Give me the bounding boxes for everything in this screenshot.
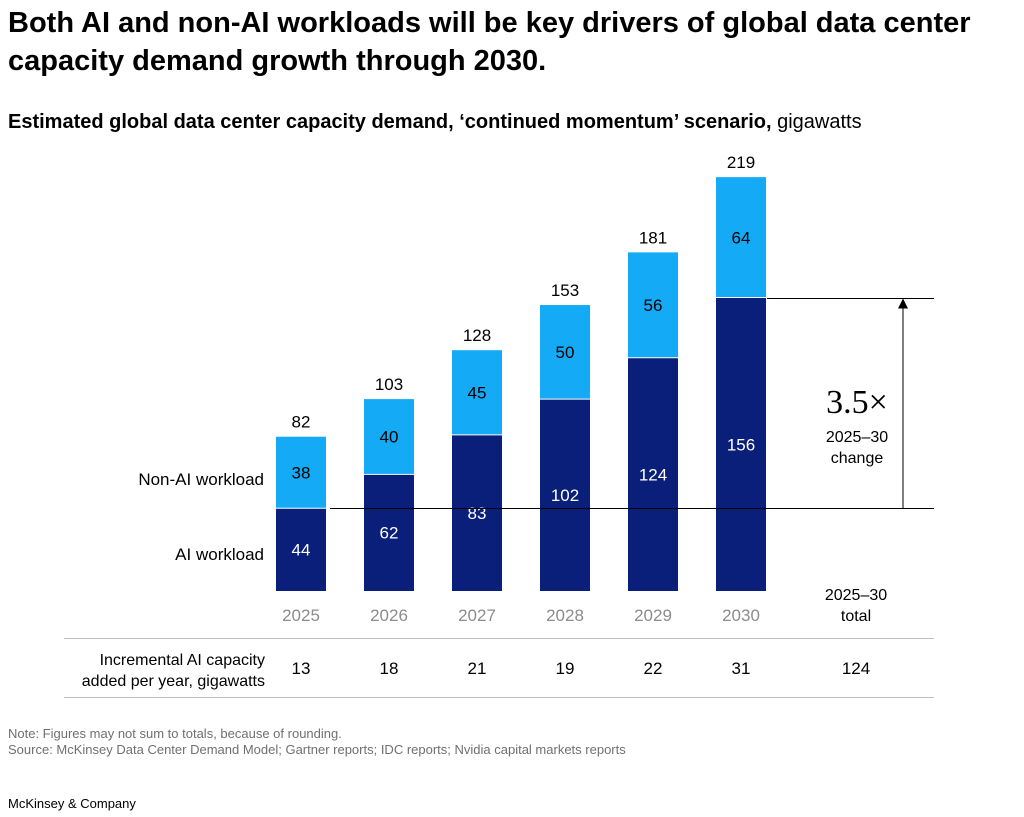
incremental-value-2029: 22 xyxy=(644,659,663,678)
legend-ai: AI workload xyxy=(175,545,264,564)
bar-non-ai-2030 xyxy=(716,177,766,298)
value-label-non-ai-2027: 45 xyxy=(468,384,487,403)
total-label-2026: 103 xyxy=(375,375,403,394)
bar-ai-2028 xyxy=(540,399,590,591)
x-tick-label-2028: 2028 xyxy=(546,606,584,625)
total-label-2027: 128 xyxy=(463,326,491,345)
x-tick-label-2029: 2029 xyxy=(634,606,672,625)
value-label-ai-2025: 44 xyxy=(292,541,311,560)
total-column-header-line1: 2025–30 xyxy=(825,587,887,604)
chart-title: Both AI and non-AI workloads will be key… xyxy=(8,7,971,77)
legend-non-ai: Non-AI workload xyxy=(138,470,264,489)
value-label-ai-2027: 83 xyxy=(468,504,487,523)
value-label-non-ai-2030: 64 xyxy=(732,228,751,247)
x-tick-label-2025: 2025 xyxy=(282,606,320,625)
incremental-label-line2: added per year, gigawatts xyxy=(82,673,265,690)
bar-non-ai-2027 xyxy=(452,350,502,435)
subtitle-main: Estimated global data center capacity de… xyxy=(8,111,772,133)
bar-non-ai-2025 xyxy=(276,436,326,509)
chart-subtitle: Estimated global data center capacity de… xyxy=(8,109,862,135)
bars-group xyxy=(276,177,766,591)
incremental-value-2030: 31 xyxy=(732,659,751,678)
value-label-non-ai-2025: 38 xyxy=(292,463,311,482)
total-label-2030: 219 xyxy=(727,153,755,172)
x-tick-label-2026: 2026 xyxy=(370,606,408,625)
value-label-ai-2028: 102 xyxy=(551,486,579,505)
value-label-ai-2029: 124 xyxy=(639,465,667,484)
total-label-2028: 153 xyxy=(551,281,579,300)
footnote: Note: Figures may not sum to totals, bec… xyxy=(8,726,626,758)
bar-ai-2025 xyxy=(276,508,326,591)
note-text: Note: Figures may not sum to totals, bec… xyxy=(8,726,342,741)
growth-arrow-head-icon xyxy=(898,298,908,309)
value-label-non-ai-2026: 40 xyxy=(380,428,399,447)
bar-ai-2026 xyxy=(364,474,414,591)
incremental-value-2027: 21 xyxy=(468,659,487,678)
growth-caption-line1: 2025–30 xyxy=(826,429,888,446)
incremental-value-2028: 19 xyxy=(556,659,575,678)
incremental-label-line1: Incremental AI capacity xyxy=(100,652,265,669)
bar-ai-2030 xyxy=(716,297,766,591)
total-label-2029: 181 xyxy=(639,228,667,247)
subtitle-unit: gigawatts xyxy=(777,111,862,133)
bar-non-ai-2029 xyxy=(628,252,678,358)
growth-caption-line2: change xyxy=(831,450,884,467)
brand-logo-text: McKinsey & Company xyxy=(8,796,136,811)
incremental-value-2025: 13 xyxy=(292,659,311,678)
incremental-total: 124 xyxy=(842,659,870,678)
value-label-non-ai-2028: 50 xyxy=(556,343,575,362)
bar-non-ai-2028 xyxy=(540,305,590,400)
value-label-ai-2030: 156 xyxy=(727,435,755,454)
value-label-ai-2026: 62 xyxy=(380,524,399,543)
bar-non-ai-2026 xyxy=(364,399,414,475)
x-tick-label-2027: 2027 xyxy=(458,606,496,625)
bar-ai-2027 xyxy=(452,434,502,591)
total-label-2025: 82 xyxy=(292,413,311,432)
value-label-non-ai-2029: 56 xyxy=(644,296,663,315)
incremental-value-2026: 18 xyxy=(380,659,399,678)
growth-multiplier: 3.5× xyxy=(826,384,888,421)
stacked-bar-chart: 44 38 82 2025 13 62 40 103 2026 18 83 45 128 2027 21 10… xyxy=(64,153,934,698)
x-tick-label-2030: 2030 xyxy=(722,606,760,625)
labels-group: 44 38 82 2025 13 62 40 103 2026 18 83 45 128 2027 21 10… xyxy=(282,153,760,678)
bar-ai-2029 xyxy=(628,357,678,591)
source-text: Source: McKinsey Data Center Demand Mode… xyxy=(8,742,626,757)
total-column-header-line2: total xyxy=(841,608,871,625)
